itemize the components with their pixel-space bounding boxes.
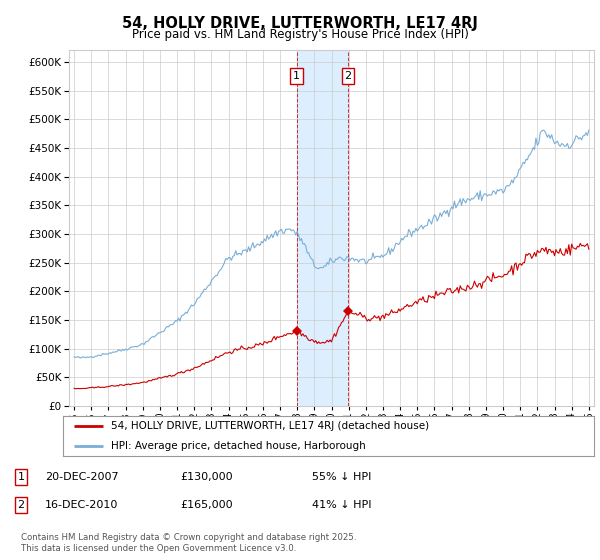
Text: 54, HOLLY DRIVE, LUTTERWORTH, LE17 4RJ (detached house): 54, HOLLY DRIVE, LUTTERWORTH, LE17 4RJ (… <box>111 421 429 431</box>
Text: 20-DEC-2007: 20-DEC-2007 <box>45 472 119 482</box>
Text: £165,000: £165,000 <box>180 500 233 510</box>
Text: Price paid vs. HM Land Registry's House Price Index (HPI): Price paid vs. HM Land Registry's House … <box>131 28 469 41</box>
Text: 16-DEC-2010: 16-DEC-2010 <box>45 500 118 510</box>
Text: 55% ↓ HPI: 55% ↓ HPI <box>312 472 371 482</box>
Bar <box>296 50 348 406</box>
Text: 54, HOLLY DRIVE, LUTTERWORTH, LE17 4RJ: 54, HOLLY DRIVE, LUTTERWORTH, LE17 4RJ <box>122 16 478 31</box>
Text: 2: 2 <box>17 500 25 510</box>
Text: HPI: Average price, detached house, Harborough: HPI: Average price, detached house, Harb… <box>111 441 365 451</box>
Text: 2: 2 <box>344 71 352 81</box>
Text: 1: 1 <box>293 71 300 81</box>
Text: 1: 1 <box>17 472 25 482</box>
Text: Contains HM Land Registry data © Crown copyright and database right 2025.
This d: Contains HM Land Registry data © Crown c… <box>21 533 356 553</box>
Text: £130,000: £130,000 <box>180 472 233 482</box>
Text: 41% ↓ HPI: 41% ↓ HPI <box>312 500 371 510</box>
